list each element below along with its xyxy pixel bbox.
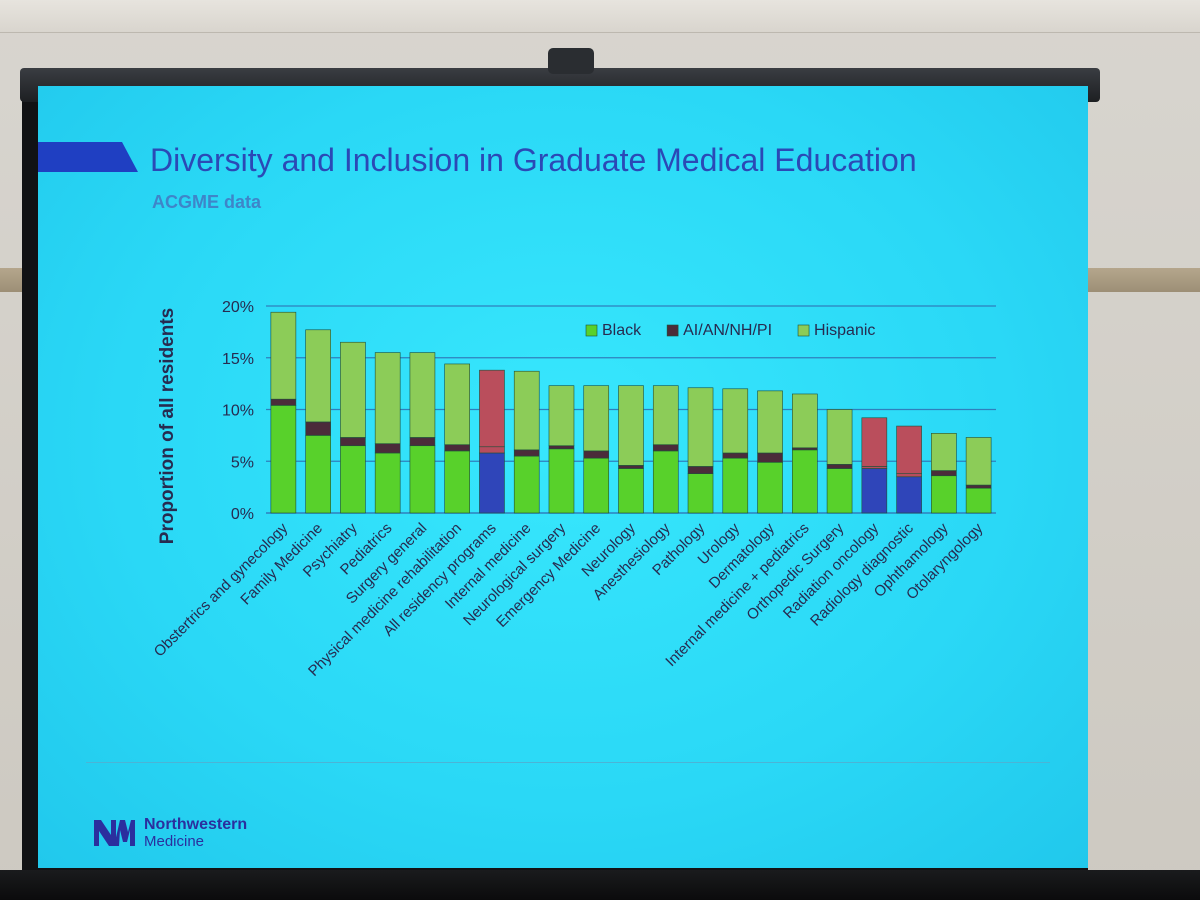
y-tick-label: 20%: [222, 299, 254, 316]
slide-subtitle: ACGME data: [152, 192, 262, 212]
bar-segment: [687, 473, 714, 514]
bar-segment: [374, 352, 401, 444]
bar-segment: [374, 452, 401, 514]
bar-segment: [513, 455, 540, 514]
legend-label: AI/AN/NH/PI: [683, 322, 772, 339]
bar-segment: [548, 385, 575, 447]
bar-segment: [618, 465, 644, 469]
bar-segment: [548, 445, 575, 450]
bar-segment: [513, 370, 540, 451]
bar-segment: [826, 464, 853, 469]
legend-label: Hispanic: [814, 322, 875, 339]
bar-segment: [444, 444, 470, 452]
bar-segment: [652, 450, 679, 514]
bar-segment: [479, 452, 505, 514]
footer-divider: [86, 762, 1050, 763]
bar-segment: [652, 444, 679, 452]
bar-segment: [965, 484, 992, 489]
logo-text-line1: Northwestern: [144, 816, 248, 833]
bar-segment: [965, 487, 992, 514]
bar-segment: [479, 369, 505, 448]
bar-segment: [652, 385, 679, 445]
ceiling: [0, 0, 1200, 33]
y-axis-label: Proportion of all residents: [157, 308, 178, 544]
bars: [270, 311, 992, 514]
y-tick-label: 10%: [222, 403, 254, 420]
y-tick-label: 15%: [222, 351, 254, 368]
bar-segment: [896, 425, 922, 474]
bar-segment: [722, 452, 749, 459]
bar-segment: [513, 449, 540, 457]
bar-segment: [409, 352, 436, 438]
bar-segment: [792, 447, 818, 451]
bar-segment: [270, 405, 297, 514]
slide-title: Diversity and Inclusion in Graduate Medi…: [150, 142, 917, 178]
y-axis-ticks: 0% 5% 10% 15% 20%: [222, 299, 254, 523]
title-accent-shape: [38, 142, 138, 172]
bar-segment: [374, 443, 401, 454]
bar-segment: [618, 468, 644, 514]
bar-segment: [896, 476, 922, 514]
bar-segment: [965, 437, 992, 486]
y-tick-label: 5%: [231, 454, 254, 471]
y-tick-label: 0%: [231, 506, 254, 523]
northwestern-medicine-logo: Northwestern Medicine: [92, 816, 247, 850]
bar-segment: [861, 468, 888, 514]
bar-segment: [340, 341, 366, 438]
bar-segment: [792, 393, 818, 449]
bar-segment: [931, 433, 957, 471]
bar-segment: [757, 461, 783, 514]
bar-segment: [792, 449, 818, 514]
legend-label: Black: [602, 322, 642, 339]
bar-segment: [931, 475, 957, 514]
bar-segment: [583, 457, 610, 514]
bar-segment: [479, 446, 505, 454]
bar-segment: [722, 457, 749, 514]
bar-segment: [861, 466, 888, 469]
bar-segment: [305, 421, 331, 436]
bar-segment: [618, 385, 644, 466]
bar-segment: [444, 363, 470, 445]
bar-segment: [270, 311, 297, 400]
presentation-slide: Diversity and Inclusion in Graduate Medi…: [38, 86, 1088, 868]
bar-segment: [340, 437, 366, 447]
bar-segment: [896, 473, 922, 478]
bar-segment: [583, 450, 610, 459]
bar-segment: [931, 470, 957, 477]
nm-logo-icon: [94, 820, 135, 846]
bar-segment: [305, 435, 331, 514]
bar-segment: [687, 466, 714, 474]
bar-segment: [757, 390, 783, 454]
bar-segment: [444, 450, 470, 514]
stacked-bar-chart: 0% 5% 10% 15% 20% Obstertrics and gynecology…: [151, 299, 996, 680]
legend-swatch: [797, 324, 810, 337]
bar-segment: [826, 468, 853, 514]
legend-swatch: [585, 324, 598, 337]
bar-segment: [826, 409, 853, 465]
bar-segment: [409, 437, 436, 447]
bar-segment: [548, 448, 575, 514]
bar-segment: [583, 385, 610, 452]
bar-segment: [305, 329, 331, 423]
bar-segment: [687, 387, 714, 467]
bar-segment: [270, 398, 297, 406]
projector-screen-bottom-bar: [0, 870, 1200, 900]
screen-bracket: [548, 48, 594, 74]
chart-legend: Black AI/AN/NH/PI Hispanic: [585, 322, 875, 339]
bar-segment: [757, 452, 783, 463]
bar-segment: [722, 388, 749, 454]
bar-segment: [340, 445, 366, 514]
logo-text-line2: Medicine: [144, 833, 205, 850]
bar-segment: [409, 445, 436, 514]
bar-segment: [861, 417, 888, 467]
legend-swatch: [666, 324, 679, 337]
